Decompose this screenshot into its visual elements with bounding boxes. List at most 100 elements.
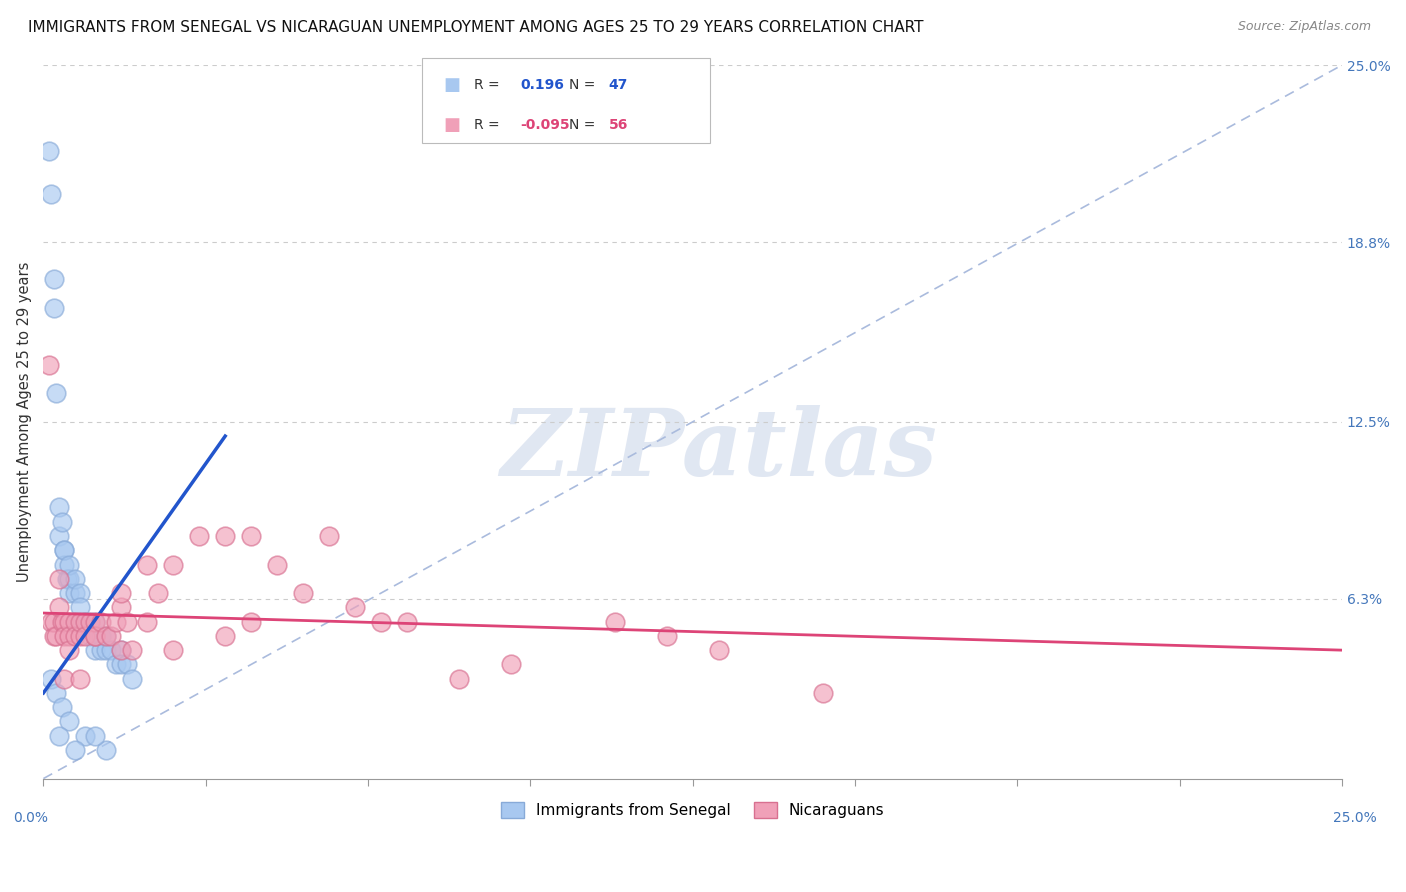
Point	[63, 615, 86, 629]
Point	[63, 572, 86, 586]
Point	[344, 600, 367, 615]
Point	[53, 629, 76, 643]
Point	[48, 729, 70, 743]
Point	[53, 543, 76, 558]
Point	[48, 529, 70, 543]
Point	[121, 643, 143, 657]
Point	[58, 643, 80, 657]
Point	[63, 743, 86, 757]
Point	[162, 558, 184, 572]
Point	[121, 672, 143, 686]
Point	[42, 272, 65, 286]
Point	[58, 572, 80, 586]
Text: 47: 47	[609, 78, 628, 92]
Point	[100, 643, 122, 657]
Point	[79, 629, 101, 643]
Point	[214, 629, 236, 643]
Point	[100, 629, 122, 643]
Point	[79, 615, 101, 629]
Point	[94, 643, 117, 657]
Text: 0.0%: 0.0%	[13, 811, 48, 825]
Text: IMMIGRANTS FROM SENEGAL VS NICARAGUAN UNEMPLOYMENT AMONG AGES 25 TO 29 YEARS COR: IMMIGRANTS FROM SENEGAL VS NICARAGUAN UN…	[28, 20, 924, 35]
Point	[69, 615, 91, 629]
Point	[84, 643, 107, 657]
Point	[53, 672, 76, 686]
Point	[69, 600, 91, 615]
Point	[655, 629, 678, 643]
Point	[39, 672, 62, 686]
Point	[48, 500, 70, 515]
Point	[292, 586, 315, 600]
Text: N =: N =	[569, 78, 600, 92]
Text: -0.095: -0.095	[520, 118, 569, 132]
Text: R =: R =	[474, 78, 503, 92]
Point	[69, 672, 91, 686]
Point	[51, 515, 73, 529]
Point	[42, 301, 65, 315]
Point	[38, 144, 60, 158]
Point	[73, 729, 96, 743]
Point	[115, 615, 138, 629]
Text: N =: N =	[569, 118, 600, 132]
Point	[94, 629, 117, 643]
Point	[39, 615, 62, 629]
Point	[214, 529, 236, 543]
Point	[51, 700, 73, 714]
Legend: Immigrants from Senegal, Nicaraguans: Immigrants from Senegal, Nicaraguans	[495, 797, 890, 824]
Point	[58, 714, 80, 729]
Point	[318, 529, 340, 543]
Text: Source: ZipAtlas.com: Source: ZipAtlas.com	[1237, 20, 1371, 33]
Point	[105, 657, 128, 672]
Point	[240, 529, 263, 543]
Point	[94, 743, 117, 757]
Point	[707, 643, 730, 657]
Point	[42, 615, 65, 629]
Point	[370, 615, 392, 629]
Point	[94, 629, 117, 643]
Point	[395, 615, 418, 629]
Point	[110, 586, 132, 600]
Point	[73, 615, 96, 629]
Point	[499, 657, 522, 672]
Point	[79, 615, 101, 629]
Point	[110, 657, 132, 672]
Text: 25.0%: 25.0%	[1333, 811, 1376, 825]
Point	[53, 615, 76, 629]
Point	[58, 615, 80, 629]
Point	[73, 615, 96, 629]
Point	[63, 629, 86, 643]
Point	[84, 615, 107, 629]
Point	[51, 615, 73, 629]
Text: 56: 56	[609, 118, 628, 132]
Text: ■: ■	[443, 116, 460, 134]
Point	[48, 600, 70, 615]
Point	[58, 629, 80, 643]
Point	[110, 643, 132, 657]
Point	[136, 558, 159, 572]
Point	[69, 629, 91, 643]
Point	[69, 615, 91, 629]
Point	[105, 615, 128, 629]
Point	[38, 358, 60, 372]
Point	[84, 629, 107, 643]
Point	[162, 643, 184, 657]
Point	[84, 629, 107, 643]
Point	[136, 615, 159, 629]
Y-axis label: Unemployment Among Ages 25 to 29 years: Unemployment Among Ages 25 to 29 years	[17, 261, 32, 582]
Point	[45, 686, 67, 700]
Point	[58, 586, 80, 600]
Point	[58, 558, 80, 572]
Point	[53, 558, 76, 572]
Point	[266, 558, 288, 572]
Point	[146, 586, 169, 600]
Point	[84, 729, 107, 743]
Point	[115, 657, 138, 672]
Point	[447, 672, 470, 686]
Point	[110, 643, 132, 657]
Point	[48, 572, 70, 586]
Text: 0.196: 0.196	[520, 78, 564, 92]
Point	[73, 615, 96, 629]
Point	[84, 629, 107, 643]
Point	[45, 629, 67, 643]
Point	[42, 629, 65, 643]
